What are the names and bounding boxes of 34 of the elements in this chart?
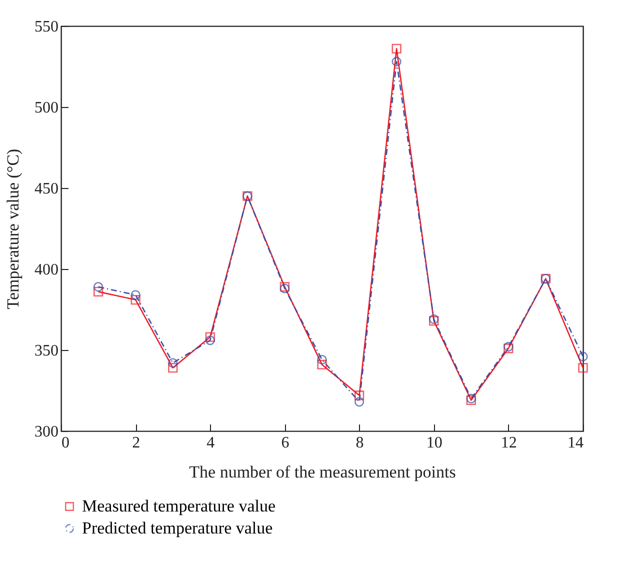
point [130, 290, 140, 300]
x-tick-label: 10 [426, 434, 442, 452]
point [93, 286, 104, 297]
y-tick-label: 550 [34, 18, 58, 36]
point [168, 358, 178, 368]
legend-label: Predicted temperature value [82, 518, 273, 538]
point [392, 44, 402, 54]
point [354, 390, 364, 400]
point [392, 56, 402, 66]
point [93, 282, 104, 292]
point [317, 354, 327, 365]
y-tick-label: 350 [34, 342, 58, 360]
x-tick-label: 8 [356, 434, 364, 452]
x-tick-label: 4 [206, 434, 215, 452]
y-tick-label: 500 [34, 100, 58, 116]
point [354, 397, 364, 407]
y-tick-label: 400 [34, 262, 58, 278]
point [130, 294, 140, 305]
point [317, 360, 327, 370]
x-tick-label: 0 [62, 434, 70, 452]
y-tick-label: 300 [34, 424, 58, 440]
x-axis-title: The number of the measurement points [189, 462, 456, 482]
y-axis-title: Temperature value (°C) [4, 148, 22, 310]
point [168, 362, 178, 373]
point [205, 332, 215, 342]
x-tick-label: 6 [281, 434, 290, 452]
y-tick-label: 450 [34, 180, 58, 198]
x-tick-label: 12 [500, 434, 517, 452]
point [205, 335, 215, 346]
legend-label: Measured temperature value [82, 496, 276, 516]
point [578, 352, 588, 362]
x-tick-label: 14 [568, 434, 584, 452]
point [578, 362, 588, 373]
x-tick-label: 2 [132, 434, 140, 452]
